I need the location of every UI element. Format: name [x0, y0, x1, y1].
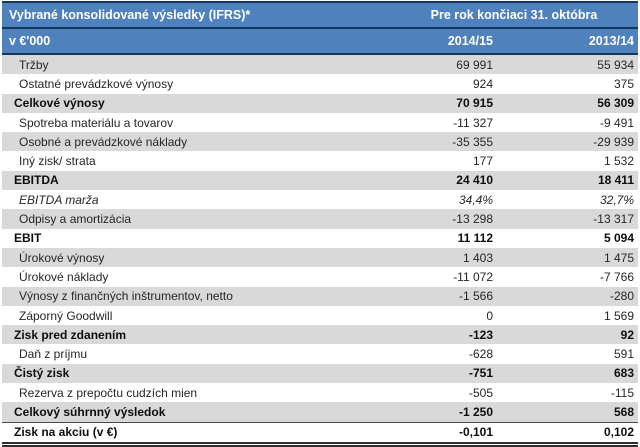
row-label: Ostatné prevádzkové výnosy [19, 76, 174, 91]
row-value-2013-14: 683 [613, 366, 634, 381]
row-label: EBIT [14, 231, 42, 246]
unit-label: v €'000 [9, 34, 51, 48]
table-row: Zisk pred zdanením -123 92 [2, 325, 638, 345]
row-value-2013-14: 5 094 [603, 231, 634, 246]
table-row: Osobné a prevádzkové náklady -35 355 -29 9… [2, 132, 638, 152]
row-value-2013-14: 1 532 [603, 154, 634, 169]
row-label: Iný zisk/ strata [19, 154, 96, 169]
row-label: Osobné a prevádzkové náklady [19, 134, 188, 149]
row-value-2013-14: 591 [613, 347, 634, 362]
row-label: Úrokové náklady [19, 269, 109, 284]
row-value-2014-15: 1 403 [462, 250, 493, 265]
row-value-2014-15: 24 410 [456, 173, 493, 188]
row-value-2014-15: -0,101 [458, 425, 493, 440]
row-value-2013-14: 92 [620, 327, 634, 342]
row-label: Výnosy z finančných inštrumentov, netto [19, 289, 233, 304]
row-label: Odpisy a amortizácia [19, 212, 132, 227]
row-value-2013-14: 0,102 [603, 425, 634, 440]
row-label: Celkové výnosy [14, 96, 105, 111]
row-value-2013-14: 375 [613, 76, 634, 91]
row-value-2013-14: -115 [610, 385, 634, 400]
table-row: Výnosy z finančných inštrumentov, netto -… [2, 286, 638, 306]
row-value-2014-15: -11 327 [453, 115, 493, 130]
row-value-2014-15: 177 [472, 154, 493, 169]
table-row: Rezerva z prepočtu cudzích mien -505 -115 [2, 383, 638, 402]
table-row: EBITDA marža 34,4% 32,7% [2, 190, 638, 209]
row-label: Zisk na akciu (v €) [14, 425, 118, 440]
table-row: Ostatné prevádzkové výnosy 924 375 [2, 74, 638, 93]
row-value-2013-14: -13 317 [593, 212, 634, 227]
table-row: Iný zisk/ strata 177 1 532 [2, 151, 638, 170]
column-header-2014-15: 2014/15 [447, 34, 493, 48]
row-value-2013-14: 568 [613, 404, 634, 419]
row-label: Zisk pred zdanením [14, 327, 127, 342]
row-value-2013-14: -9 491 [599, 115, 634, 130]
row-value-2014-15: -1 250 [458, 404, 493, 419]
row-value-2013-14: -280 [609, 289, 634, 304]
row-label: Spotreba materiálu a tovarov [19, 115, 174, 130]
row-value-2014-15: 34,4% [458, 192, 493, 207]
row-value-2013-14: 1 569 [603, 308, 634, 323]
row-value-2014-15: 924 [472, 76, 493, 91]
table-body: Tržby 69 991 55 934 Ostatné prevádzkové výn… [2, 55, 638, 447]
table-row: Záporný Goodwill 0 1 569 [2, 306, 638, 325]
table-row: Daň z príjmu -628 591 [2, 344, 638, 363]
table-title: Vybrané konsolidované výsledky (IFRS)* [9, 8, 251, 22]
table-row: EBITDA 24 410 18 411 [2, 170, 638, 191]
row-label: EBITDA [14, 173, 59, 188]
row-label: Tržby [19, 57, 49, 72]
row-value-2014-15: 0 [486, 308, 493, 323]
row-label: Celkový súhrnný výsledok [14, 404, 166, 419]
row-value-2013-14: 32,7% [599, 192, 634, 207]
period-header: Pre rok končiaci 31. októbra [430, 8, 598, 22]
row-value-2013-14: 1 475 [603, 250, 634, 265]
table-row: Spotreba materiálu a tovarov -11 327 -9 49… [2, 113, 638, 132]
table-row: Celkový súhrnný výsledok -1 250 568 [2, 402, 638, 422]
row-value-2014-15: -1 566 [458, 289, 493, 304]
table-row: Tržby 69 991 55 934 [2, 55, 638, 75]
table-row: Úrokové výnosy 1 403 1 475 [2, 247, 638, 268]
row-value-2014-15: -628 [468, 347, 493, 362]
column-header-2013-14: 2013/14 [588, 34, 634, 48]
row-value-2013-14: 55 934 [597, 57, 634, 72]
row-value-2014-15: -751 [468, 366, 493, 381]
table-row: Úrokové náklady -11 072 -7 766 [2, 267, 638, 286]
row-value-2013-14: 56 309 [597, 96, 634, 111]
row-value-2014-15: -11 072 [453, 269, 493, 284]
row-label: Záporný Goodwill [19, 308, 113, 323]
table-row: Zisk na akciu (v €) -0,101 0,102 [2, 421, 638, 447]
row-label: EBITDA marža [19, 192, 99, 207]
row-label: Úrokové výnosy [19, 250, 105, 265]
row-value-2014-15: -35 355 [452, 134, 493, 149]
row-value-2013-14: -7 766 [599, 269, 634, 284]
table-header-row-top: Vybrané konsolidované výsledky (IFRS)* P… [2, 1, 638, 29]
row-label: Čistý zisk [14, 366, 70, 381]
table-row: Čistý zisk -751 683 [2, 363, 638, 384]
row-value-2014-15: -505 [468, 385, 493, 400]
row-value-2014-15: 70 915 [456, 96, 493, 111]
table-row: EBIT 11 112 5 094 [2, 229, 638, 248]
row-value-2014-15: -123 [468, 327, 493, 342]
row-value-2013-14: -29 939 [593, 134, 634, 149]
table-row: Celkové výnosy 70 915 56 309 [2, 93, 638, 113]
row-value-2013-14: 18 411 [597, 173, 634, 188]
row-label: Rezerva z prepočtu cudzích mien [19, 385, 198, 400]
table-header-row-columns: v €'000 2014/15 2013/14 [2, 29, 638, 55]
row-value-2014-15: 69 991 [456, 57, 493, 72]
table-row: Odpisy a amortizácia -13 298 -13 317 [2, 209, 638, 229]
row-value-2014-15: -13 298 [452, 212, 493, 227]
row-label: Daň z príjmu [19, 347, 88, 362]
row-value-2014-15: 11 112 [457, 231, 493, 246]
